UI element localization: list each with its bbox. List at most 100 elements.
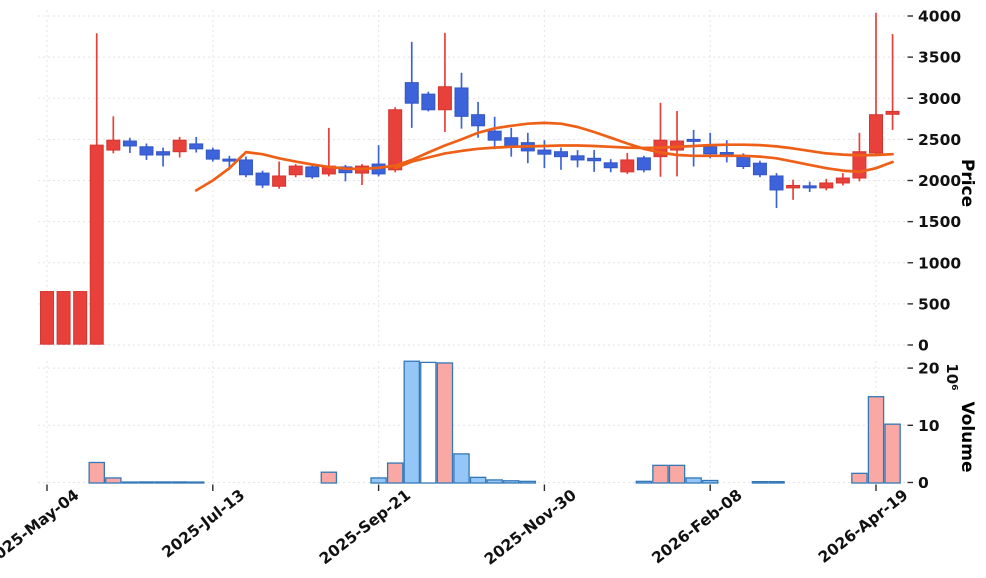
candle-body — [570, 155, 585, 161]
candle-body — [703, 146, 718, 155]
candle-body — [238, 159, 253, 176]
volume-axis-offset: 10⁶ — [943, 363, 961, 390]
candle-body — [835, 177, 850, 184]
candle-body — [222, 158, 237, 162]
price-axis-title: Price — [957, 159, 977, 207]
date-tick-label: 2026-Apr-19 — [815, 486, 911, 567]
volume-tick-label: 0 — [918, 474, 929, 492]
candle-body — [553, 151, 568, 158]
volume-bar — [420, 361, 437, 484]
grid-layer — [38, 10, 906, 487]
candle-body — [73, 291, 88, 345]
candle-body — [686, 138, 701, 142]
price-tick-label: 1000 — [918, 254, 961, 272]
volume-bar — [851, 472, 868, 484]
volume-tick-label: 20 — [918, 360, 940, 378]
price-tick-label: 3500 — [918, 49, 961, 67]
volume-bar — [403, 360, 421, 484]
candle-body — [205, 149, 220, 160]
volume-bar — [121, 481, 139, 484]
volume-bar — [635, 480, 653, 484]
volume-bars-layer — [88, 360, 901, 484]
candle-body — [288, 165, 303, 176]
volume-bar — [154, 481, 172, 484]
candle-body — [40, 291, 54, 345]
candle-body — [885, 110, 900, 115]
moving-average-layer — [194, 121, 894, 192]
candle-body — [122, 140, 137, 147]
candle-body — [819, 182, 834, 189]
candle-body — [504, 137, 519, 147]
date-tick-label: 2026-Feb-08 — [649, 486, 746, 567]
price-tick-label: 2000 — [918, 172, 961, 190]
candle-body — [587, 157, 602, 162]
price-tick-label: 1500 — [918, 213, 961, 231]
candles-layer — [40, 12, 900, 345]
axes-layer: 0 500 1000 1500 2000 2500 3000 3500 4000 0 10 20 202… — [0, 8, 961, 570]
volume-bar — [519, 480, 537, 484]
price-tick-label: 2500 — [918, 131, 961, 149]
price-tick-label: 4000 — [918, 8, 961, 26]
volume-bar — [370, 477, 387, 484]
candle-body — [454, 87, 469, 117]
candle-body — [305, 166, 320, 178]
ma-line-ma-fast — [194, 121, 894, 192]
volume-bar — [701, 479, 719, 484]
candle-body — [802, 185, 817, 189]
candle-body — [471, 114, 486, 127]
volume-bar — [652, 464, 669, 484]
candle-body — [719, 152, 734, 156]
candle-body — [620, 159, 635, 173]
volume-bar — [436, 362, 454, 484]
candle-body — [172, 139, 187, 153]
volume-bar — [685, 477, 702, 484]
candle-body — [537, 149, 552, 155]
volume-bar — [502, 480, 520, 484]
volume-bar — [171, 481, 188, 484]
ma-line-ma-slow — [393, 143, 894, 170]
candle-body — [139, 146, 154, 156]
volume-bar — [138, 481, 155, 484]
date-tick-label: 2025-Sep-21 — [316, 486, 414, 568]
volume-bar — [469, 476, 487, 484]
volume-bar — [486, 479, 503, 484]
date-tick-label: 2025-Jul-13 — [159, 486, 249, 562]
candle-body — [421, 93, 436, 111]
volume-bar — [105, 477, 122, 484]
volume-bar — [187, 481, 205, 484]
candle-body — [272, 175, 287, 187]
price-tick-label: 0 — [918, 337, 929, 355]
volume-bar — [320, 471, 338, 484]
date-tick-label: 2025-Nov-30 — [481, 486, 580, 569]
date-tick-label: 2025-May-04 — [0, 486, 83, 570]
volume-bar — [88, 461, 105, 484]
candle-body — [487, 130, 502, 141]
candle-body — [156, 151, 171, 156]
volume-bar — [867, 396, 885, 484]
candle-body — [404, 82, 419, 104]
price-tick-label: 3000 — [918, 90, 961, 108]
volume-bar — [668, 464, 686, 484]
candle-body — [736, 155, 751, 168]
price-tick-label: 500 — [918, 295, 951, 313]
candle-body — [603, 162, 618, 169]
volume-tick-label: 10 — [918, 417, 940, 435]
candle-body — [106, 139, 121, 151]
candle-body — [869, 114, 883, 154]
candle-body — [388, 109, 403, 171]
candle-body — [189, 143, 204, 150]
candle-body — [89, 144, 104, 345]
candle-body — [786, 184, 801, 189]
volume-axis-title: Volume — [957, 401, 977, 472]
candle-body — [752, 162, 767, 176]
candle-body — [255, 172, 270, 186]
candle-body — [437, 86, 452, 111]
volume-bar — [884, 423, 901, 484]
candle-body — [56, 291, 71, 345]
volume-bar — [751, 480, 769, 484]
volume-bar — [453, 453, 470, 484]
candle-body — [769, 175, 784, 191]
candle-body — [636, 157, 651, 171]
